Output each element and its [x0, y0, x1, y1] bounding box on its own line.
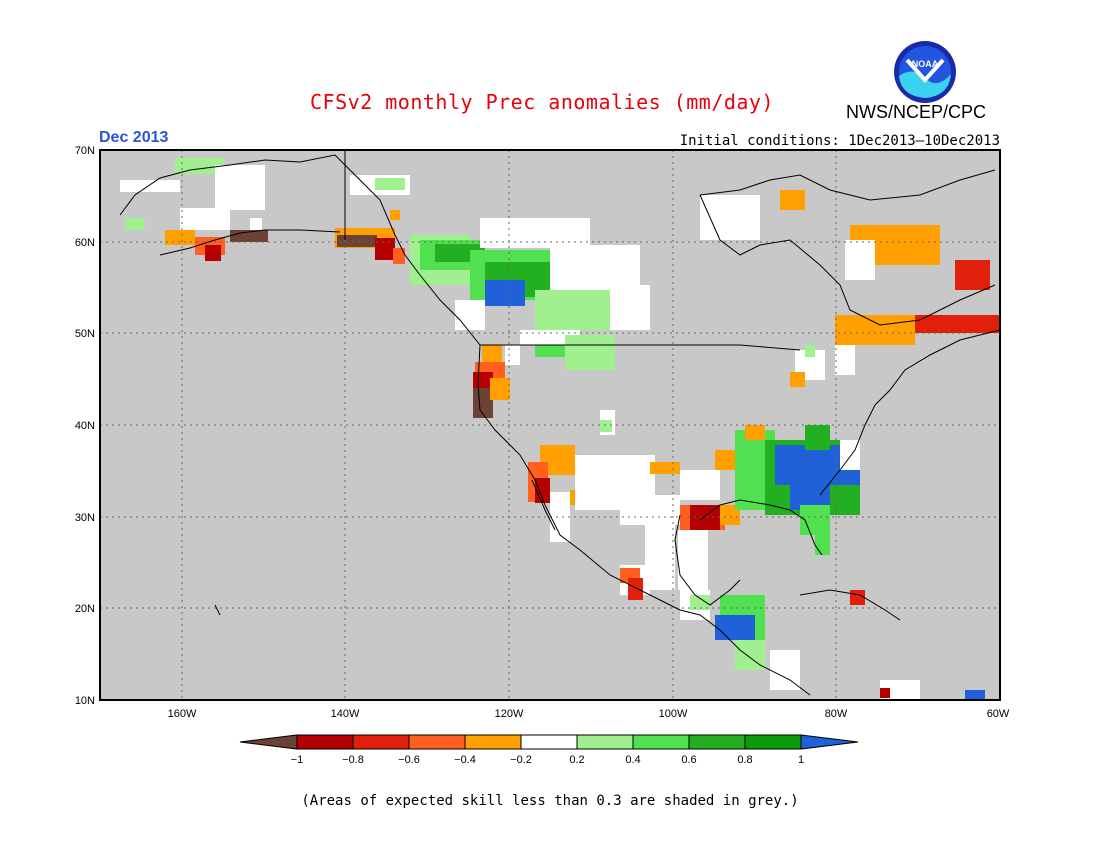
lon-tick-label: 60W	[987, 708, 1010, 720]
colorbar: −1 −0.8 −0.6 −0.4 −0.2 0.2 0.4 0.6 0.8 1	[239, 734, 859, 766]
lat-tick-label: 30N	[75, 512, 95, 524]
colorbar-segment	[688, 734, 746, 750]
colorbar-segment	[576, 734, 634, 750]
lat-tick-label: 50N	[75, 328, 95, 340]
colorbar-label: 0.4	[625, 754, 640, 766]
colorbar-segment	[408, 734, 466, 750]
lat-tick-label: 20N	[75, 603, 95, 615]
gridlines	[100, 150, 1000, 700]
colorbar-segment	[744, 734, 802, 750]
lon-tick-label: 80W	[825, 708, 848, 720]
colorbar-label: 1	[798, 754, 804, 766]
colorbar-label: 0.8	[737, 754, 752, 766]
lon-tick-label: 120W	[495, 708, 524, 720]
map-frame	[99, 149, 1001, 701]
agency-label: NWS/NCEP/CPC	[846, 102, 987, 122]
colorbar-right-arrow	[800, 734, 859, 750]
colorbar-label: −1	[291, 754, 304, 766]
colorbar-label: −0.8	[342, 754, 364, 766]
colorbar-label: 0.6	[681, 754, 696, 766]
colorbar-segment	[296, 734, 354, 750]
anomaly-field	[120, 158, 1000, 700]
skill-note: (Areas of expected skill less than 0.3 a…	[301, 793, 799, 809]
coastlines	[119, 150, 1001, 696]
colorbar-segment	[464, 734, 522, 750]
lon-tick-label: 100W	[659, 708, 688, 720]
lat-tick-label: 70N	[75, 145, 95, 157]
colorbar-label: −0.2	[510, 754, 532, 766]
lon-tick-label: 160W	[168, 708, 197, 720]
initial-conditions: Initial conditions: 1Dec2013–10Dec2013	[679, 133, 1000, 149]
lon-tick-label: 140W	[331, 708, 360, 720]
colorbar-left-arrow	[239, 734, 298, 750]
lat-tick-label: 10N	[75, 695, 95, 707]
longitude-labels: 160W 140W 120W 100W 80W 60W	[168, 708, 1010, 720]
lat-tick-label: 60N	[75, 237, 95, 249]
noaa-logo: NOAA	[894, 41, 956, 103]
logo-text: NOAA	[912, 59, 939, 69]
forecast-month: Dec 2013	[99, 129, 169, 146]
latitude-labels: 70N 60N 50N 40N 30N 20N 10N	[75, 145, 95, 707]
colorbar-label: 0.2	[569, 754, 584, 766]
map-title: CFSv2 monthly Prec anomalies (mm/day)	[310, 90, 775, 114]
colorbar-segment	[520, 734, 578, 750]
colorbar-label: −0.6	[398, 754, 420, 766]
colorbar-segment	[352, 734, 410, 750]
colorbar-label: −0.4	[454, 754, 476, 766]
lat-tick-label: 40N	[75, 420, 95, 432]
colorbar-segment	[632, 734, 690, 750]
